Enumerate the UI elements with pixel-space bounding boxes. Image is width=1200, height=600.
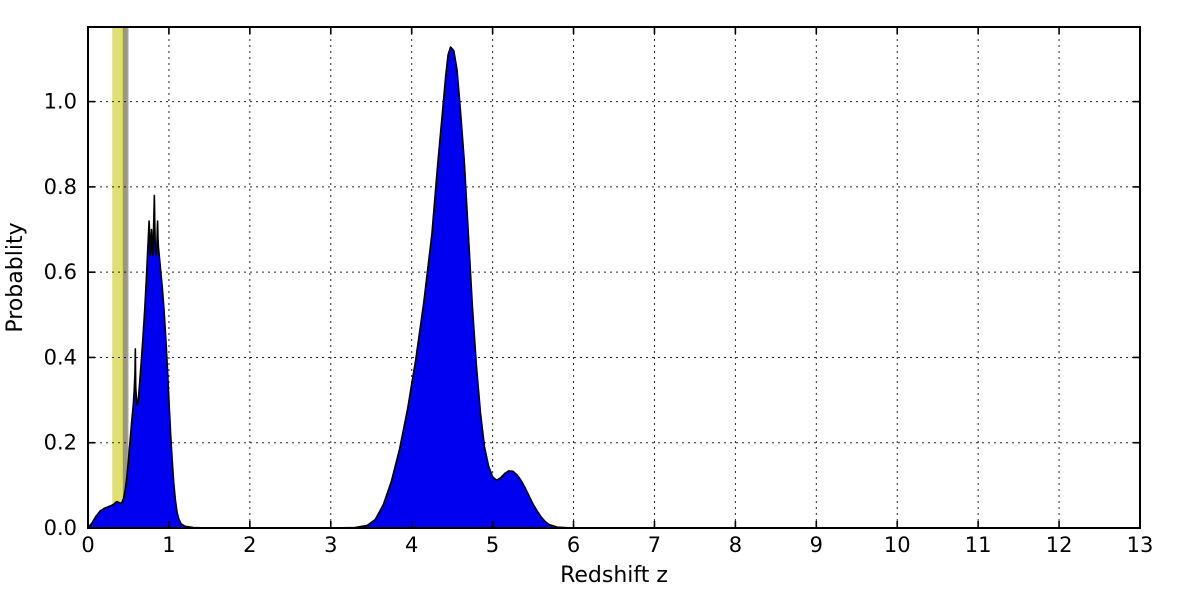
marker-band — [122, 27, 129, 528]
x-tick-label: 8 — [729, 533, 742, 557]
y-axis-tick-labels: 0.0 0.2 0.4 0.6 0.8 1.0 — [44, 90, 77, 540]
y-tick-label: 0.8 — [44, 175, 77, 199]
x-tick-label: 4 — [405, 533, 418, 557]
y-tick-label: 0.6 — [44, 260, 77, 284]
y-tick-label: 0.2 — [44, 431, 77, 455]
y-tick-label: 0.4 — [44, 345, 77, 369]
gridlines — [88, 27, 1140, 528]
x-axis-tick-labels: 0 1 2 3 4 5 6 7 8 9 10 11 12 13 — [81, 533, 1153, 557]
x-tick-label: 6 — [567, 533, 580, 557]
y-tick-label: 0.0 — [44, 516, 77, 540]
x-tick-label: 7 — [648, 533, 661, 557]
x-axis-title: Redshift z — [560, 563, 668, 588]
x-tick-label: 3 — [324, 533, 337, 557]
x-tick-label: 9 — [810, 533, 823, 557]
x-tick-label: 5 — [486, 533, 499, 557]
x-tick-label: 12 — [1046, 533, 1073, 557]
y-axis-title: Probablity — [3, 222, 28, 332]
x-tick-label: 2 — [243, 533, 256, 557]
x-tick-label: 10 — [884, 533, 911, 557]
annotation-bands — [112, 27, 129, 528]
x-tick-label: 11 — [965, 533, 992, 557]
x-tick-label: 0 — [81, 533, 94, 557]
axes-frame — [87, 26, 1141, 529]
x-tick-label: 13 — [1127, 533, 1154, 557]
data-series — [87, 46, 1141, 529]
y-tick-label: 1.0 — [44, 90, 77, 114]
probability-density-area — [87, 46, 1141, 529]
x-tick-label: 1 — [162, 533, 175, 557]
axes-background — [88, 27, 1140, 528]
